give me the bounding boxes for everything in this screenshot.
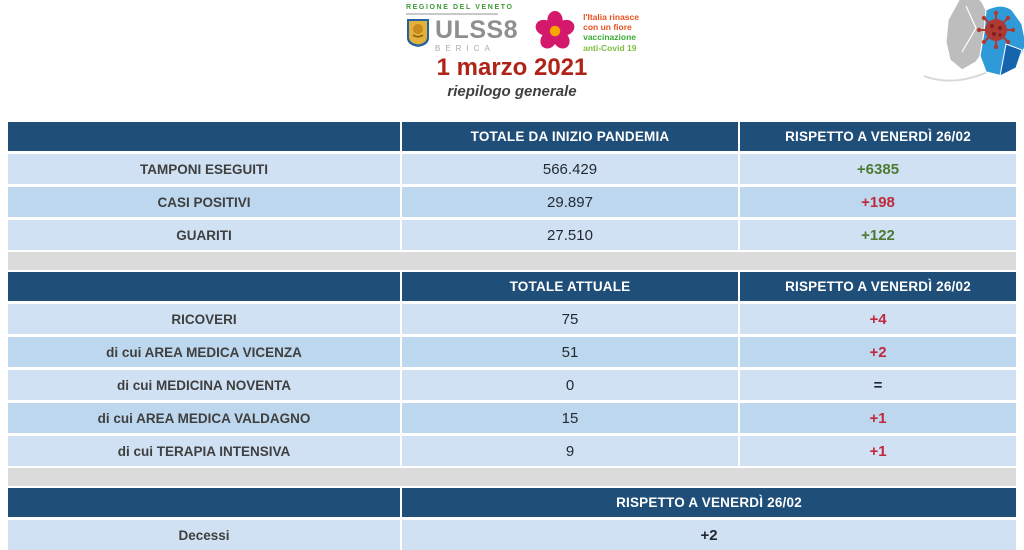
header-logos: REGIONE DEL VENETO ULSS8 BERICA [406,4,639,57]
row-value: +2 [402,520,1016,550]
header-cell-total: TOTALE ATTUALE [402,272,738,301]
row-label: di cui AREA MEDICA VALDAGNO [8,403,400,433]
row-value: 15 [402,403,738,433]
row-value: 29.897 [402,187,738,217]
vaccination-flower-icon [534,10,576,57]
org-subname: BERICA [435,44,495,53]
row-value: 0 [402,370,738,400]
row-label: di cui AREA MEDICA VICENZA [8,337,400,367]
row-value: 566.429 [402,154,738,184]
row-value: 75 [402,304,738,334]
ulss8-crest-icon [406,18,430,53]
row-value: 27.510 [402,220,738,250]
row-delta: +122 [740,220,1016,250]
header-cell-total: TOTALE DA INIZIO PANDEMIA [402,122,738,151]
header-cell-delta: RISPETTO A VENERDÌ 26/02 [740,272,1016,301]
row-label: CASI POSITIVI [8,187,400,217]
table-pandemic-totals: TOTALE DA INIZIO PANDEMIA RISPETTO A VEN… [8,122,1016,250]
region-tagline-bar [406,13,498,15]
row-delta: = [740,370,1016,400]
table-current-hospitalizations: TOTALE ATTUALE RISPETTO A VENERDÌ 26/02 … [8,272,1016,466]
row-delta: +4 [740,304,1016,334]
separator-band [8,468,1016,486]
campaign-line: anti-Covid 19 [583,42,637,53]
campaign-line: vaccinazione [583,32,637,43]
row-delta: +1 [740,436,1016,466]
virus-icon [976,10,1016,50]
row-label: di cui TERAPIA INTENSIVA [8,436,400,466]
campaign-line: l'Italia rinasce [583,12,639,22]
vaccination-campaign-logo: l'Italia rinasce con un fiore vaccinazio… [534,10,639,57]
row-delta: +1 [740,403,1016,433]
page-subtitle: riepilogo generale [447,83,577,100]
row-label: di cui MEDICINA NOVENTA [8,370,400,400]
veneto-territory-map-graphic [922,0,1024,92]
row-value: 9 [402,436,738,466]
row-delta: +2 [740,337,1016,367]
row-delta: +6385 [740,154,1016,184]
row-value: 51 [402,337,738,367]
ulss8-logo: REGIONE DEL VENETO ULSS8 BERICA [406,4,518,53]
header-cell-empty [8,272,400,301]
header-cell-delta: RISPETTO A VENERDÌ 26/02 [402,488,1016,517]
header-cell-empty [8,488,400,517]
row-label: RICOVERI [8,304,400,334]
header-cell-delta: RISPETTO A VENERDÌ 26/02 [740,122,1016,151]
campaign-line: con un fiore [583,22,632,33]
table-deaths: RISPETTO A VENERDÌ 26/02 Decessi +2 [8,488,1016,550]
campaign-text: l'Italia rinasce con un fiore vaccinazio… [583,10,639,53]
row-label: TAMPONI ESEGUITI [8,154,400,184]
header-cell-empty [8,122,400,151]
row-label: GUARITI [8,220,400,250]
org-name: ULSS8 [435,16,519,44]
row-delta: +198 [740,187,1016,217]
region-label: REGIONE DEL VENETO [406,4,514,11]
separator-band [8,252,1016,270]
page-title: 1 marzo 2021 [436,54,588,81]
row-label: Decessi [8,520,400,550]
